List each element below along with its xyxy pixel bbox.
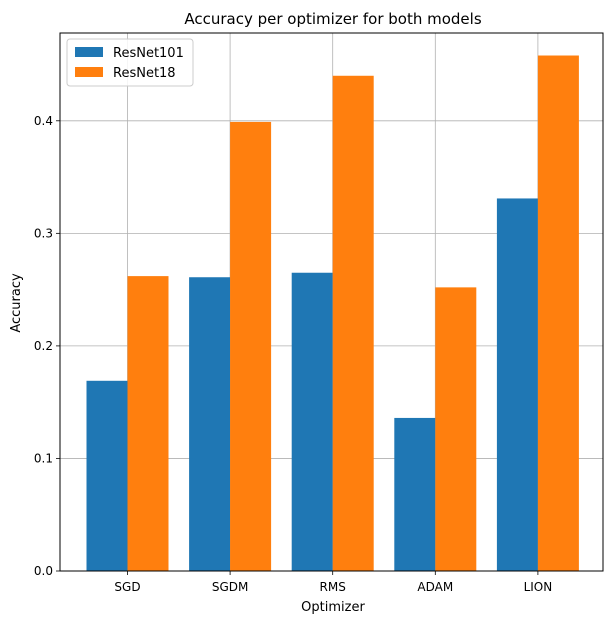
x-tick-label: SGDM — [212, 580, 249, 594]
y-tick-label: 0.2 — [34, 339, 53, 353]
bar — [537, 55, 579, 572]
x-tick-label: SGD — [114, 580, 140, 594]
bar — [394, 417, 436, 571]
x-tick-label: LION — [524, 580, 553, 594]
bar — [496, 198, 538, 571]
legend-label: ResNet101 — [113, 46, 184, 61]
bar — [189, 277, 231, 571]
x-axis-label: Optimizer — [301, 600, 365, 615]
x-tick-label: RMS — [320, 580, 346, 594]
y-axis-label: Accuracy — [9, 273, 24, 333]
plot-area-frame — [59, 32, 604, 572]
x-tick-label: ADAM — [417, 580, 453, 594]
bar — [332, 75, 374, 572]
bars — [86, 55, 579, 572]
legend: ResNet101 ResNet18 — [66, 38, 194, 87]
chart-title: Accuracy per optimizer for both models — [184, 10, 481, 28]
axis-ticks: 0.0 0.1 0.2 0.3 0.4 SGD SGDM RMS ADAM LION — [34, 114, 552, 594]
legend-label: ResNet18 — [113, 66, 176, 81]
bar — [86, 380, 128, 571]
y-tick-label: 0.3 — [34, 226, 53, 240]
bar — [435, 287, 477, 571]
bar — [230, 121, 272, 571]
legend-swatch — [75, 47, 103, 57]
y-tick-label: 0.0 — [34, 564, 53, 578]
legend-swatch — [75, 67, 103, 77]
bar — [127, 276, 169, 571]
y-tick-label: 0.4 — [34, 114, 53, 128]
bar — [291, 272, 333, 571]
y-tick-label: 0.1 — [34, 451, 53, 465]
